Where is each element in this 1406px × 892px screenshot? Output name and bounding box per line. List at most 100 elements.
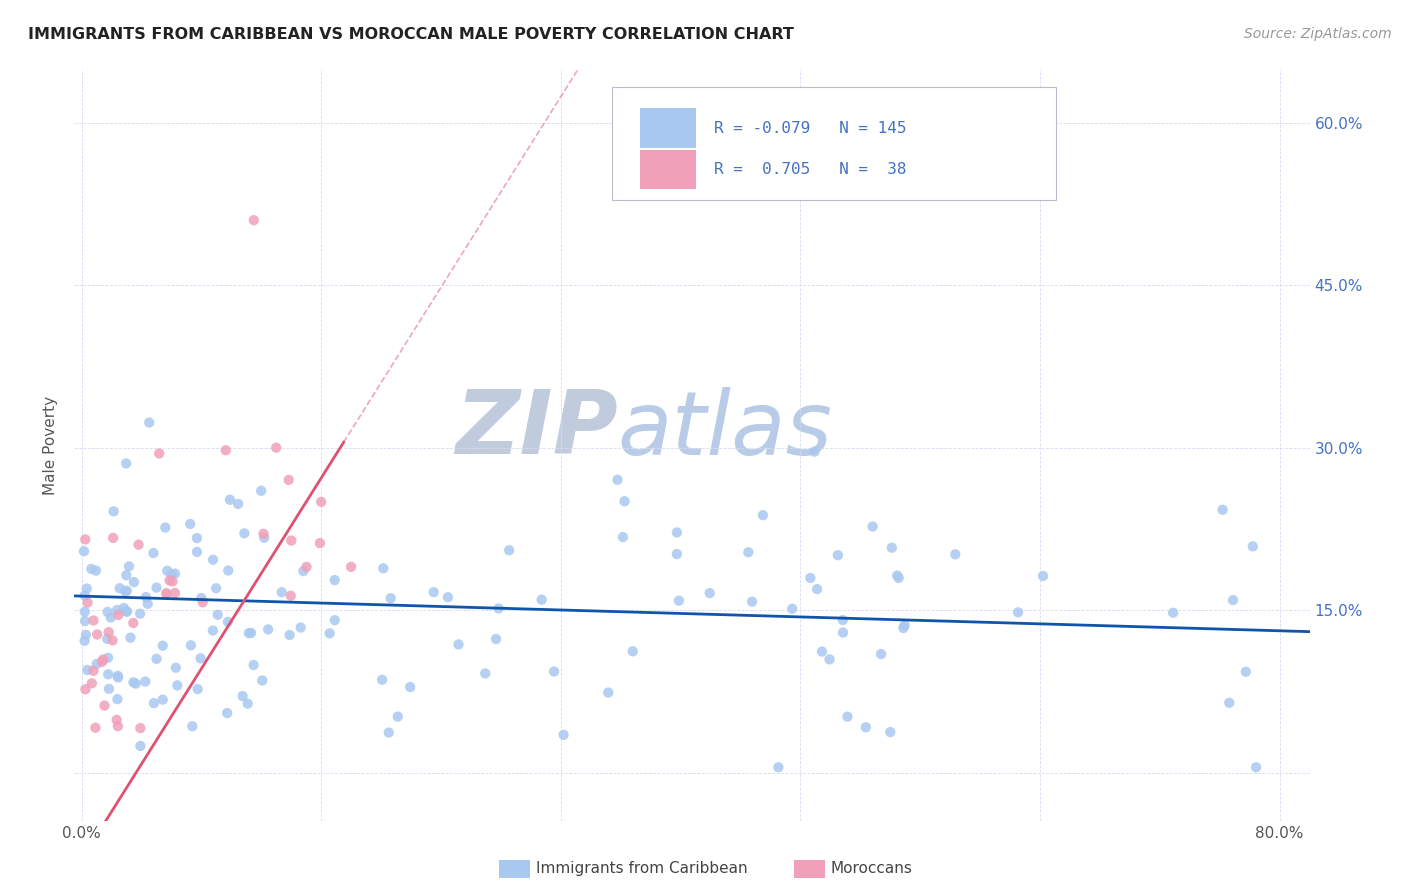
Point bbox=[207, 607, 229, 622]
Point bbox=[201, 553, 224, 567]
Point bbox=[485, 632, 508, 646]
Point bbox=[1007, 605, 1029, 619]
Point bbox=[84, 564, 107, 578]
Point bbox=[668, 593, 690, 607]
Point bbox=[73, 589, 96, 603]
Point bbox=[76, 596, 98, 610]
Point bbox=[621, 644, 644, 658]
Point bbox=[93, 698, 115, 713]
Y-axis label: Male Poverty: Male Poverty bbox=[44, 395, 58, 494]
Point bbox=[115, 568, 138, 582]
Point bbox=[780, 601, 803, 615]
Point bbox=[799, 571, 821, 585]
Point bbox=[101, 531, 124, 545]
Point bbox=[75, 533, 97, 547]
Point bbox=[155, 587, 177, 601]
Point bbox=[290, 621, 312, 635]
Point bbox=[280, 533, 302, 548]
Point bbox=[145, 581, 167, 595]
Point bbox=[252, 673, 274, 688]
Point bbox=[606, 473, 628, 487]
Point bbox=[180, 638, 202, 652]
Point bbox=[73, 605, 96, 619]
Point bbox=[387, 709, 409, 723]
Point bbox=[217, 706, 239, 720]
Point bbox=[1234, 665, 1257, 679]
Point bbox=[118, 559, 141, 574]
Point bbox=[598, 685, 620, 699]
Point bbox=[280, 589, 302, 603]
Point bbox=[201, 624, 224, 638]
Point bbox=[136, 597, 159, 611]
Point bbox=[166, 678, 188, 692]
Point bbox=[86, 657, 108, 671]
Point bbox=[91, 655, 114, 669]
Point bbox=[129, 607, 152, 621]
Point bbox=[135, 590, 157, 604]
Point bbox=[91, 652, 114, 666]
Point bbox=[105, 603, 128, 617]
Point bbox=[80, 562, 103, 576]
Point bbox=[879, 725, 901, 739]
Point bbox=[811, 644, 834, 658]
Point bbox=[543, 665, 565, 679]
Text: ZIP: ZIP bbox=[456, 386, 617, 474]
Point bbox=[217, 615, 239, 629]
Point bbox=[186, 545, 208, 559]
Point bbox=[422, 585, 444, 599]
Point bbox=[105, 692, 128, 706]
Point bbox=[122, 575, 145, 590]
Point bbox=[253, 531, 276, 545]
Text: R = -0.079   N = 145: R = -0.079 N = 145 bbox=[714, 120, 907, 136]
Point bbox=[437, 590, 460, 604]
Point bbox=[82, 614, 104, 628]
Point bbox=[1161, 606, 1184, 620]
Point bbox=[309, 495, 332, 509]
Text: Moroccans: Moroccans bbox=[831, 862, 912, 876]
Point bbox=[219, 492, 242, 507]
Point bbox=[155, 586, 177, 600]
Point bbox=[187, 682, 209, 697]
Point bbox=[107, 719, 129, 733]
Point bbox=[803, 444, 825, 458]
Point bbox=[806, 582, 828, 596]
Point bbox=[115, 605, 138, 619]
Point bbox=[295, 560, 318, 574]
Point bbox=[323, 613, 346, 627]
Point bbox=[152, 692, 174, 706]
Point bbox=[179, 516, 201, 531]
Text: R =  0.705   N =  38: R = 0.705 N = 38 bbox=[714, 162, 907, 177]
Point bbox=[125, 676, 148, 690]
Point bbox=[447, 638, 470, 652]
Point bbox=[488, 601, 510, 615]
Point bbox=[82, 664, 104, 678]
Point bbox=[115, 457, 138, 471]
Point bbox=[112, 601, 135, 615]
Point bbox=[129, 721, 152, 735]
Point bbox=[399, 680, 422, 694]
Point bbox=[553, 728, 575, 742]
Point bbox=[105, 713, 128, 727]
Point bbox=[530, 592, 553, 607]
Point bbox=[236, 697, 259, 711]
Point bbox=[699, 586, 721, 600]
Point bbox=[159, 574, 181, 588]
Point bbox=[837, 709, 859, 723]
Point bbox=[160, 567, 183, 582]
Point bbox=[862, 519, 884, 533]
Text: IMMIGRANTS FROM CARIBBEAN VS MOROCCAN MALE POVERTY CORRELATION CHART: IMMIGRANTS FROM CARIBBEAN VS MOROCCAN MA… bbox=[28, 27, 794, 42]
Point bbox=[943, 547, 966, 561]
Point bbox=[101, 633, 124, 648]
Point bbox=[122, 675, 145, 690]
Point bbox=[612, 530, 634, 544]
Point bbox=[318, 626, 340, 640]
Point bbox=[108, 581, 131, 595]
Point bbox=[138, 416, 160, 430]
Point bbox=[186, 531, 208, 545]
Point bbox=[129, 739, 152, 753]
Point bbox=[73, 633, 96, 648]
Point bbox=[818, 652, 841, 666]
Text: atlas: atlas bbox=[617, 387, 832, 473]
Point bbox=[340, 560, 363, 574]
Point bbox=[75, 628, 97, 642]
